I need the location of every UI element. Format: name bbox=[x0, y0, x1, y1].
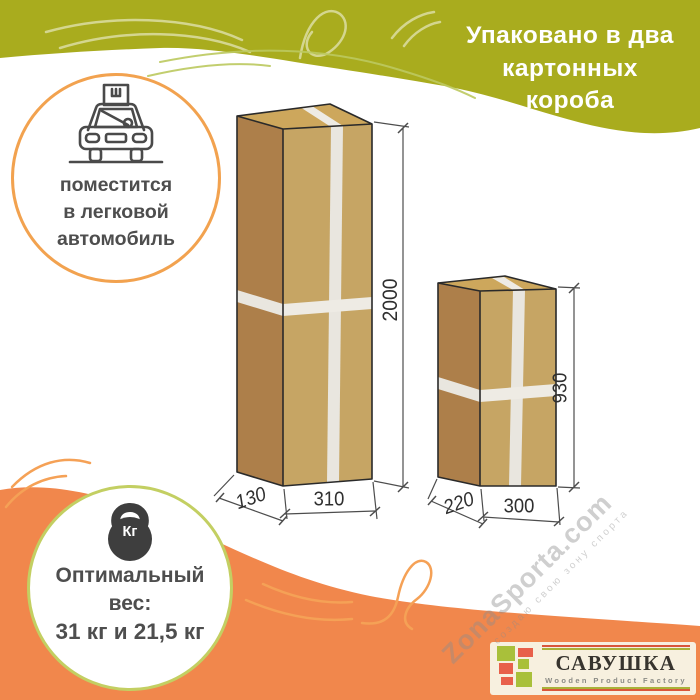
brand-logo-text: САВУШКА Wooden Product Factory bbox=[542, 645, 690, 691]
small-box-tape-horizontal bbox=[438, 377, 480, 402]
small-box-height-label: 930 bbox=[549, 372, 572, 404]
kettlebell-icon bbox=[108, 503, 152, 561]
large-box-height-label: 2000 bbox=[379, 278, 402, 322]
fits-in-car-badge: поместится в легковой автомобиль bbox=[11, 73, 221, 283]
small-box-width-label: 300 bbox=[503, 495, 535, 518]
dimension-lines bbox=[213, 121, 581, 526]
brand-subtitle: Wooden Product Factory bbox=[545, 676, 687, 685]
large-box-width-label: 310 bbox=[313, 488, 345, 511]
title-line: Упаковано в два bbox=[466, 22, 674, 49]
brand-logo: САВУШКА Wooden Product Factory bbox=[490, 642, 696, 695]
large-box bbox=[236, 103, 373, 487]
green-arc-on-white bbox=[147, 49, 476, 99]
kettlebell-label: Кг bbox=[122, 524, 138, 540]
large-box-tape-horizontal bbox=[237, 290, 283, 316]
small-box bbox=[437, 275, 557, 487]
car-badge-text: поместится в легковой автомобиль bbox=[56, 174, 175, 250]
car-icon bbox=[68, 83, 164, 164]
brand-logo-mark bbox=[497, 646, 537, 691]
optimal-weight-badge: Кг Оптимальный вес: 31 кг и 21,5 кг bbox=[27, 485, 233, 691]
weight-badge-text: Оптимальный вес: 31 кг и 21,5 кг bbox=[55, 564, 205, 644]
page-title: Упаковано в два картонных короба bbox=[425, 20, 700, 118]
title-line: картонных bbox=[502, 54, 638, 82]
brand-name: САВУШКА bbox=[555, 651, 677, 675]
green-band-shape bbox=[0, 0, 700, 134]
title-line: короба bbox=[525, 87, 615, 114]
orange-squiggles bbox=[4, 458, 433, 631]
dimension-ticks bbox=[215, 122, 580, 529]
